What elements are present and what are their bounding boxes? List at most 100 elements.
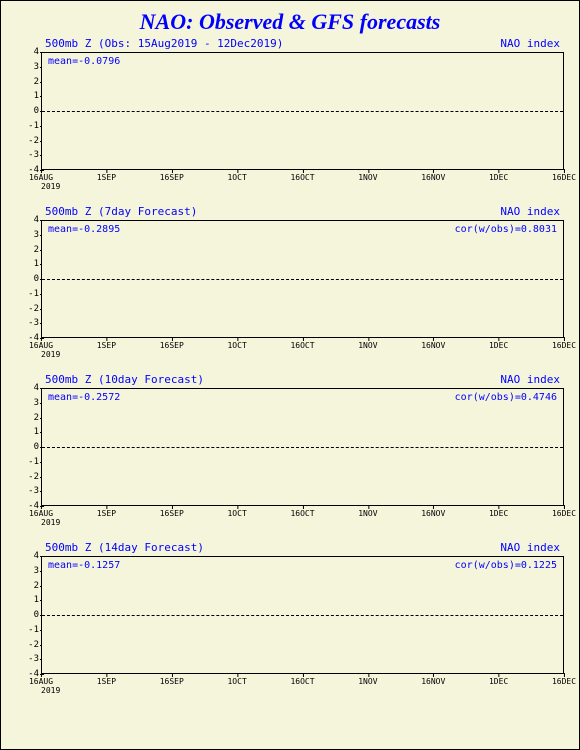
panel-header-right: NAO index	[500, 205, 560, 218]
y-tick-label: -2	[19, 304, 39, 314]
y-tick-label: -1	[19, 289, 39, 299]
x-tick-label: 1DEC	[489, 677, 508, 686]
x-year-label: 2019	[41, 350, 60, 359]
x-tick-label: 16SEP	[160, 677, 184, 686]
x-tick-label: 1DEC	[489, 509, 508, 518]
plot-area: mean=-0.2895cor(w/obs)=0.8031	[41, 220, 564, 338]
y-tick-label: 1	[19, 259, 39, 269]
panel-header: 500mb Z (7day Forecast)NAO index	[41, 205, 564, 220]
x-tick-label: 16NOV	[421, 677, 445, 686]
y-tick-label: 2	[19, 581, 39, 591]
x-year-label: 2019	[41, 182, 60, 191]
x-axis: 16AUG1SEP16SEP1OCT16OCT1NOV16NOV1DEC16DE…	[41, 170, 564, 192]
x-tick-label: 16OCT	[290, 677, 314, 686]
x-tick-label: 16DEC	[552, 509, 576, 518]
x-tick-label: 1SEP	[97, 509, 116, 518]
panel-header: 500mb Z (10day Forecast) NAO index	[41, 373, 564, 388]
y-tick-label: 1	[19, 91, 39, 101]
panel-header: 500mb Z (Obs: 15Aug2019 - 12Dec2019)NAO …	[41, 37, 564, 52]
plot-area: mean=-0.1257cor(w/obs)=0.1225	[41, 556, 564, 674]
x-axis: 16AUG1SEP16SEP1OCT16OCT1NOV16NOV1DEC16DE…	[41, 506, 564, 528]
bars-group	[44, 53, 561, 169]
panel-header-left: 500mb Z (14day Forecast)	[45, 541, 204, 554]
x-tick-label: 1SEP	[97, 173, 116, 182]
y-tick-label: 4	[19, 47, 39, 57]
y-tick-label: 2	[19, 77, 39, 87]
y-tick-label: 4	[19, 215, 39, 225]
y-tick-label: -2	[19, 472, 39, 482]
y-tick-label: -2	[19, 136, 39, 146]
bars-group	[44, 557, 561, 673]
panel-header-right: NAO index	[500, 37, 560, 50]
x-tick-label: 1OCT	[227, 173, 246, 182]
x-tick-label: 16AUG	[29, 173, 53, 182]
chart-wrap: -4-3-2-101234mean=-0.2572cor(w/obs)=0.47…	[41, 388, 564, 506]
x-tick-label: 1SEP	[97, 677, 116, 686]
y-tick-label: 0	[19, 442, 39, 452]
x-tick-label: 1NOV	[358, 341, 377, 350]
x-tick-label: 16SEP	[160, 509, 184, 518]
x-tick-label: 1SEP	[97, 341, 116, 350]
y-tick-label: -1	[19, 121, 39, 131]
chart-panel: 500mb Z (10day Forecast) NAO index -4-3-2-…	[41, 373, 564, 531]
x-axis: 16AUG1SEP16SEP1OCT16OCT1NOV16NOV1DEC16DE…	[41, 674, 564, 696]
y-tick-label: -1	[19, 625, 39, 635]
chart-panel: 500mb Z (14day Forecast) NAO index -4-3-2-…	[41, 541, 564, 699]
x-year-label: 2019	[41, 686, 60, 695]
x-tick-label: 16SEP	[160, 173, 184, 182]
bars-group	[44, 389, 561, 505]
chart-wrap: -4-3-2-101234mean=-0.2895cor(w/obs)=0.80…	[41, 220, 564, 338]
chart-panel: 500mb Z (7day Forecast)NAO index-4-3-2-1…	[41, 205, 564, 363]
y-tick-label: 3	[19, 398, 39, 408]
x-tick-label: 16OCT	[290, 509, 314, 518]
x-tick-label: 1NOV	[358, 677, 377, 686]
x-tick-label: 16SEP	[160, 341, 184, 350]
panel-header-right: NAO index	[500, 541, 560, 554]
y-tick-label: 0	[19, 610, 39, 620]
y-tick-label: 2	[19, 413, 39, 423]
x-tick-label: 16AUG	[29, 509, 53, 518]
panel-header-right: NAO index	[500, 373, 560, 386]
y-axis: -4-3-2-101234	[19, 388, 39, 506]
y-tick-label: 0	[19, 274, 39, 284]
x-tick-label: 16DEC	[552, 341, 576, 350]
x-tick-label: 16DEC	[552, 677, 576, 686]
y-tick-label: 4	[19, 383, 39, 393]
x-tick-label: 1DEC	[489, 173, 508, 182]
y-tick-label: 3	[19, 230, 39, 240]
x-tick-label: 1NOV	[358, 509, 377, 518]
plot-area: mean=-0.2572cor(w/obs)=0.4746	[41, 388, 564, 506]
y-tick-label: 1	[19, 427, 39, 437]
x-tick-label: 16OCT	[290, 173, 314, 182]
x-axis: 16AUG1SEP16SEP1OCT16OCT1NOV16NOV1DEC16DE…	[41, 338, 564, 360]
chart-wrap: -4-3-2-101234mean=-0.0796	[41, 52, 564, 170]
chart-panel: 500mb Z (Obs: 15Aug2019 - 12Dec2019)NAO …	[41, 37, 564, 195]
y-tick-label: -2	[19, 640, 39, 650]
x-year-label: 2019	[41, 518, 60, 527]
chart-wrap: -4-3-2-101234mean=-0.1257cor(w/obs)=0.12…	[41, 556, 564, 674]
y-tick-label: 4	[19, 551, 39, 561]
x-tick-label: 1NOV	[358, 173, 377, 182]
bars-group	[44, 221, 561, 337]
y-axis: -4-3-2-101234	[19, 52, 39, 170]
y-axis: -4-3-2-101234	[19, 556, 39, 674]
x-tick-label: 1OCT	[227, 677, 246, 686]
x-tick-label: 16NOV	[421, 173, 445, 182]
panel-header-left: 500mb Z (10day Forecast)	[45, 373, 204, 386]
x-tick-label: 1OCT	[227, 341, 246, 350]
x-tick-label: 16DEC	[552, 173, 576, 182]
y-tick-label: 3	[19, 566, 39, 576]
y-tick-label: 0	[19, 106, 39, 116]
x-tick-label: 16OCT	[290, 341, 314, 350]
panels-host: 500mb Z (Obs: 15Aug2019 - 12Dec2019)NAO …	[1, 37, 579, 699]
x-tick-label: 16NOV	[421, 509, 445, 518]
x-tick-label: 16AUG	[29, 677, 53, 686]
y-tick-label: 2	[19, 245, 39, 255]
y-tick-label: 1	[19, 595, 39, 605]
plot-area: mean=-0.0796	[41, 52, 564, 170]
y-tick-label: -3	[19, 318, 39, 328]
x-tick-label: 16NOV	[421, 341, 445, 350]
y-tick-label: -3	[19, 486, 39, 496]
chart-container: NAO: Observed & GFS forecasts 500mb Z (O…	[0, 0, 580, 750]
y-tick-label: -3	[19, 654, 39, 664]
